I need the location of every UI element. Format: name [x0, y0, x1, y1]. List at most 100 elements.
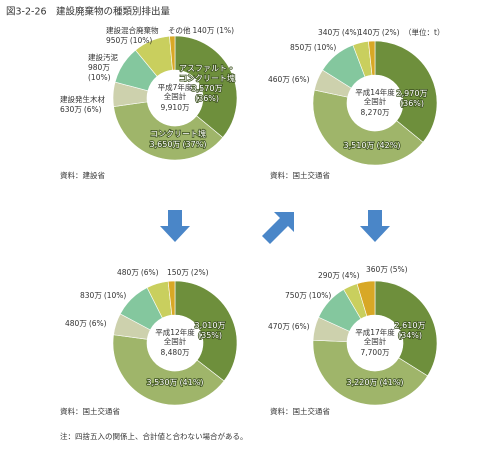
- arrow-diagonal: [262, 212, 294, 244]
- value-label: 460万: [268, 75, 290, 84]
- percent-label: (10%): [130, 36, 153, 45]
- category-label-part: アスファルト・: [179, 64, 235, 73]
- percent-label: (6%): [89, 319, 107, 328]
- value-label: 980万: [88, 63, 110, 72]
- category-label: コンクリート塊: [150, 129, 206, 139]
- slice-label: 470万 (6%): [268, 322, 310, 331]
- value-label: 3,510万: [344, 141, 375, 150]
- category-label: その他: [168, 25, 191, 35]
- slice-label: 建設汚泥: [88, 52, 118, 62]
- percent-label: (10%): [309, 291, 332, 300]
- percent-label: (6%): [292, 75, 310, 84]
- slice-label: 460万 (6%): [268, 75, 310, 84]
- percent-label: (6%): [84, 105, 102, 114]
- source: 資料：建設省: [60, 170, 105, 180]
- center-label: 全国計: [364, 96, 387, 106]
- slice-label: (35%): [198, 331, 222, 340]
- arrows: [160, 210, 390, 244]
- slice-label: 2,610万: [395, 321, 426, 330]
- slice-label: 2,970万: [397, 89, 428, 98]
- center-label: 平成14年度: [355, 87, 395, 97]
- percent-label: (34%): [398, 331, 422, 340]
- source: 資料：国土交通省: [60, 406, 120, 416]
- slice-label: (36%): [400, 99, 424, 108]
- pie-center: [347, 315, 403, 371]
- unit-note: （単位：t）: [404, 27, 444, 37]
- value-label: 3,530万: [147, 378, 178, 387]
- slice-label: 3,650万 (37%): [150, 140, 207, 149]
- slice-label: (34%): [398, 331, 422, 340]
- value-label: 3,570万: [192, 84, 223, 93]
- percent-label: (6%): [292, 322, 310, 331]
- value-label: 150万: [167, 268, 189, 277]
- slice-label: 140万 (2%): [358, 28, 400, 37]
- slice-label: 3,510万 (42%): [344, 141, 401, 150]
- slice-label: その他 140万 (1%): [168, 25, 234, 35]
- value-label: 950万: [106, 36, 128, 45]
- slice-label: 建設混合廃棄物: [106, 25, 159, 35]
- value-label: 140万: [358, 28, 380, 37]
- percent-label: (36%): [400, 99, 424, 108]
- slice-label: 480万 (6%): [65, 319, 107, 328]
- pie-center: [147, 315, 203, 371]
- center-label: 全国計: [164, 336, 187, 346]
- value-label: 340万: [318, 28, 340, 37]
- slice-label: 630万 (6%): [60, 105, 102, 114]
- slice-label: (10%): [88, 73, 111, 82]
- slice-label: 3,530万 (41%): [147, 378, 204, 387]
- value-label: 630万: [60, 105, 82, 114]
- slice-label: 3,570万: [192, 84, 223, 93]
- percent-label: (36%): [195, 94, 219, 103]
- percent-label: (37%): [182, 140, 206, 149]
- percent-label: (41%): [179, 378, 203, 387]
- slice-label: 830万 (10%): [80, 291, 126, 300]
- percent-label: (4%): [342, 271, 360, 280]
- footnote: 注：四捨五入の関係上、合計値と合わない場合がある。: [60, 431, 248, 441]
- percent-label: (42%): [376, 141, 400, 150]
- category-label: 建設混合廃棄物: [106, 25, 159, 35]
- percent-label: (10%): [88, 73, 111, 82]
- slice-label: 建設発生木材: [60, 94, 105, 104]
- center-total: 8,270万: [361, 108, 390, 117]
- percent-label: (1%): [216, 26, 234, 35]
- value-label: 470万: [268, 322, 290, 331]
- source: 資料：国土交通省: [270, 170, 330, 180]
- value-label: 290万: [318, 271, 340, 280]
- slice-label: 150万 (2%): [167, 268, 209, 277]
- slice-label: 750万 (10%): [285, 291, 331, 300]
- arrow-down: [360, 210, 390, 242]
- arrow-down: [160, 210, 190, 242]
- value-label: 480万: [117, 268, 139, 277]
- value-label: 830万: [80, 291, 102, 300]
- value-label: 3,650万: [150, 140, 181, 149]
- slice-label: 340万 (4%): [318, 28, 360, 37]
- slice-label: (36%): [195, 94, 219, 103]
- slice-label: 3,220万 (41%): [347, 378, 404, 387]
- center-label: 平成7年度: [158, 82, 193, 92]
- value-label: 140万: [193, 26, 215, 35]
- percent-label: (6%): [141, 268, 159, 277]
- category-label: 建設汚泥: [88, 52, 118, 62]
- percent-label: (35%): [198, 331, 222, 340]
- category-label-part: コンクリート塊: [179, 73, 235, 83]
- slice-label: 3,010万: [195, 321, 226, 330]
- slice-label: 980万: [88, 63, 110, 72]
- pie-slice: [312, 339, 428, 406]
- slice-label: 290万 (4%): [318, 271, 360, 280]
- percent-label: (4%): [342, 28, 360, 37]
- title: 図3-2-26 建設廃棄物の種類別排出量: [6, 6, 171, 18]
- value-label: 2,970万: [397, 89, 428, 98]
- percent-label: (5%): [390, 265, 408, 274]
- value-label: 2,610万: [395, 321, 426, 330]
- category-label: 建設発生木材: [60, 94, 105, 104]
- center-total: 8,480万: [161, 348, 190, 357]
- center-label: 平成17年度: [355, 327, 395, 337]
- center-total: 7,700万: [361, 348, 390, 357]
- source: 資料：国土交通省: [270, 406, 330, 416]
- slice-label: 360万 (5%): [366, 265, 408, 274]
- percent-label: (10%): [314, 43, 337, 52]
- center-label: 全国計: [164, 91, 187, 101]
- center-total: 9,910万: [161, 103, 190, 112]
- slice-label: 950万 (10%): [106, 36, 152, 45]
